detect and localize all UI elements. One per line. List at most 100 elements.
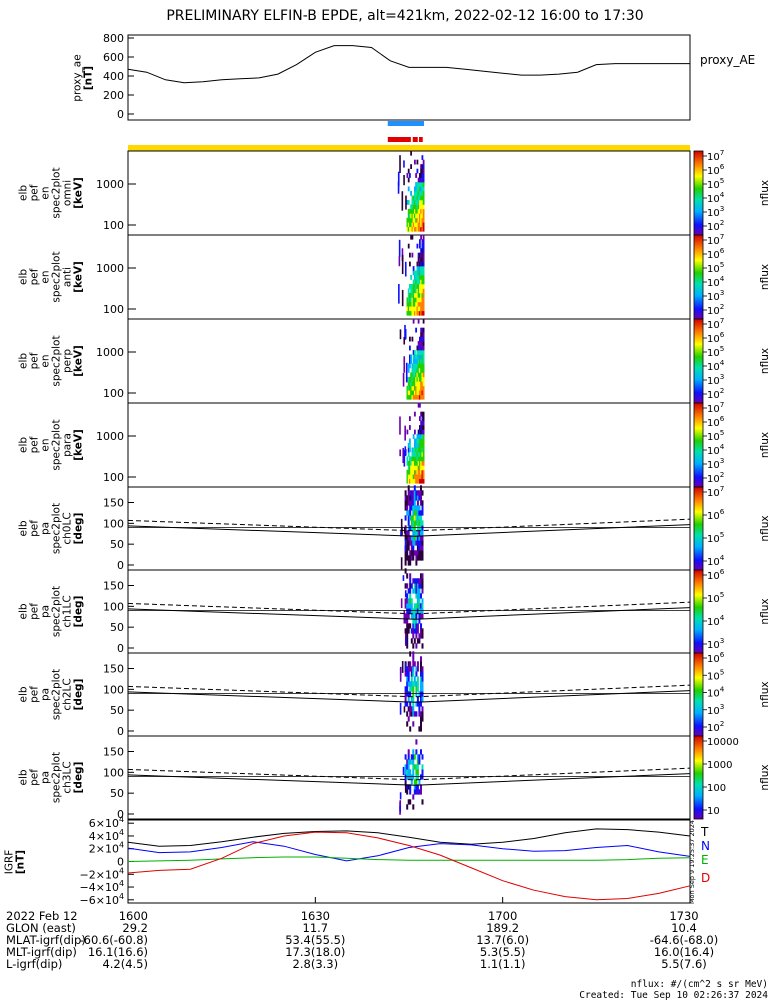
spectrogram-cell [412, 354, 415, 360]
spectrogram-cell [417, 275, 420, 280]
spectrogram-cell [420, 208, 422, 214]
spectrogram-cell [417, 345, 420, 351]
spectrogram-cell [417, 460, 420, 466]
spectrogram-cell [416, 266, 419, 271]
spectrogram-cell [415, 452, 417, 457]
pa-cell [421, 666, 424, 672]
pa-cell [420, 774, 422, 780]
proxy-ae-ylabel: proxy_ae [nT] [72, 54, 95, 101]
pa-cell [404, 691, 407, 697]
colorbar-label: nflux [759, 264, 771, 290]
y-tick-label: 150 [103, 663, 124, 676]
pa-cell [409, 706, 412, 712]
side-note-group: Mon Sep 9 19:25:37 2024 [688, 820, 696, 904]
pa-cell [410, 676, 413, 682]
axis-label-line: anti [62, 267, 74, 287]
pa-cell [416, 495, 419, 501]
pa-cell [413, 779, 416, 785]
pa-cell [421, 681, 424, 687]
pa-cell [420, 613, 422, 619]
spectrogram-cell [414, 478, 416, 484]
pa-cell [413, 500, 416, 506]
spectrogram-cell [416, 168, 419, 174]
pa-cell [416, 588, 419, 594]
spectrogram-cell [407, 452, 410, 457]
spectrogram-cell [412, 390, 415, 396]
spectrogram-cell [422, 327, 425, 333]
pa-cell [407, 754, 410, 760]
spectrogram-cell [417, 318, 420, 324]
spectrogram-cell [421, 252, 424, 258]
pa-cell [413, 515, 416, 521]
proxy-ae-panel: 800 600 400 200 0 proxy_ae [nT] proxy_AE [72, 32, 756, 121]
spectrogram-cell [419, 434, 421, 439]
pa-cell [410, 515, 413, 521]
y-tick-label: 1000 [96, 346, 124, 359]
spectrogram-cell [419, 217, 421, 223]
spectrogram-cell [412, 434, 415, 439]
spectrogram-cell [414, 385, 416, 391]
spectrogram-cell [422, 200, 425, 205]
colorbar-label-group: nflux [759, 681, 771, 707]
spectrogram-cell [416, 478, 419, 484]
spectrogram-cell [412, 363, 415, 369]
spectrogram-cell [411, 213, 414, 219]
spectrogram-cell [420, 270, 422, 276]
spectrogram-cell [417, 443, 420, 448]
pa-cell [415, 681, 418, 687]
spectrogram-cell [421, 465, 424, 471]
spectrogram-cell [414, 447, 416, 453]
colorbar-tick-label: 100 [707, 783, 726, 794]
spectrogram-cell [414, 465, 416, 471]
pa-cell [407, 774, 410, 780]
pa-streak [404, 780, 407, 793]
pa-cell [415, 608, 418, 614]
orbit-segment-bar [412, 137, 418, 142]
sunlit-bar [128, 145, 690, 151]
y-tick-label: 0 [117, 725, 124, 738]
pa-cell [406, 540, 409, 546]
spectrogram-cell [407, 381, 410, 387]
colorbar-tick-label: 105 [707, 428, 724, 443]
spectrogram-cell [416, 217, 419, 223]
pa-cell [421, 550, 424, 556]
pa-cell [404, 671, 407, 677]
pa-cell [416, 545, 419, 551]
pa-cell [406, 681, 409, 687]
spectrogram-cell [422, 411, 425, 417]
pa-cell [410, 495, 413, 501]
spectrogram-cell [420, 465, 422, 471]
pa-cell [421, 716, 424, 722]
axis-label-line: pef [29, 686, 41, 703]
pa-cell [420, 603, 422, 609]
pa-cell [420, 623, 422, 629]
axis-label-line: spec2plot [51, 335, 63, 386]
spectrogram-streak [398, 283, 400, 304]
spectrogram-cell [419, 284, 421, 289]
pa-cell [412, 696, 415, 702]
spectrogram-cell [417, 297, 420, 303]
pa-cell [421, 696, 424, 702]
footer-cell: 5.5(7.6) [661, 957, 707, 971]
pa-cell [416, 769, 419, 775]
pa-cell [410, 500, 413, 506]
pa-cell [410, 754, 413, 760]
spectrogram-cell [410, 191, 412, 196]
spectrogram-cell [412, 447, 415, 453]
axis-label-line: ch0LC [62, 512, 74, 544]
pa-cell [413, 550, 416, 556]
colorbar-label: nflux [759, 515, 771, 541]
spectrogram-cell [419, 173, 421, 178]
pa-cell [420, 525, 422, 531]
pa-cell [415, 686, 418, 692]
spectrogram-cell [409, 460, 411, 466]
pa-cell [412, 540, 415, 546]
pa-cell [416, 598, 419, 604]
spectrogram-cell [422, 390, 425, 396]
colorbar [693, 234, 704, 320]
pa-cell [415, 764, 418, 770]
pa-cell [406, 789, 409, 795]
pa-cell [415, 774, 418, 780]
spectrogram-cell [409, 173, 411, 178]
spectrogram-cell [411, 469, 414, 475]
